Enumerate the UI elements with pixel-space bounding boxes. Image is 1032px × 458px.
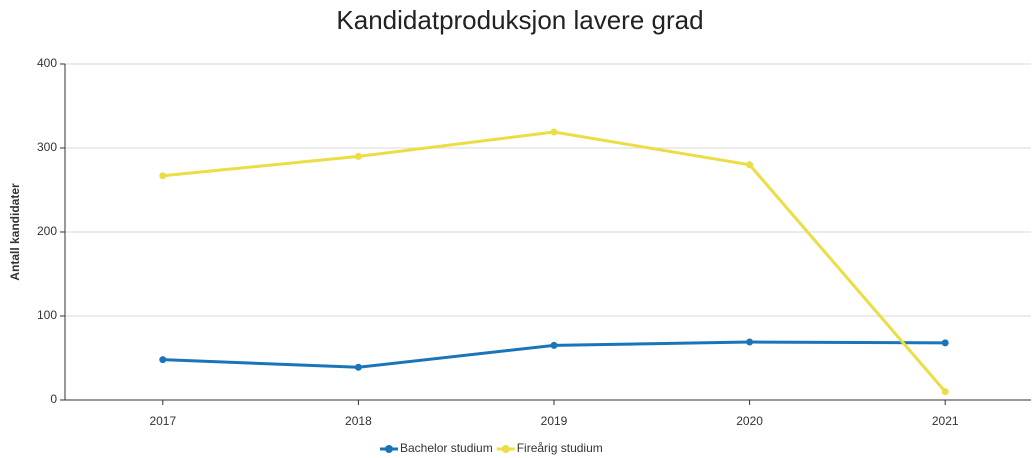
chart-title: Kandidatproduksjon lavere grad [336,5,703,35]
series-line [162,130,947,393]
point [354,363,362,371]
y-tick-label: 200 [37,224,57,238]
y-tick-label: 100 [37,308,57,322]
point [746,338,754,346]
x-tick-label: 2017 [149,414,176,428]
legend-marker [501,445,510,453]
point [550,341,558,349]
y-tick-label: 0 [50,392,57,406]
x-tick-label: 2020 [736,414,763,428]
legend-label: Bachelor studium [400,441,493,455]
x-tick-label: 2019 [541,414,568,428]
point [159,356,167,364]
x-tick-label: 2021 [932,414,959,428]
y-tick-label: 400 [37,56,57,70]
legend-label: Fireårig studium [517,441,603,455]
x-tick-label: 2018 [345,414,372,428]
point [941,339,949,347]
point [550,128,558,136]
y-axis-label: Antall kandidater [8,183,22,281]
y-tick-label: 300 [37,140,57,154]
point [159,172,167,180]
point [941,388,949,396]
legend-marker [385,445,393,453]
point [354,152,362,160]
point [746,161,754,169]
